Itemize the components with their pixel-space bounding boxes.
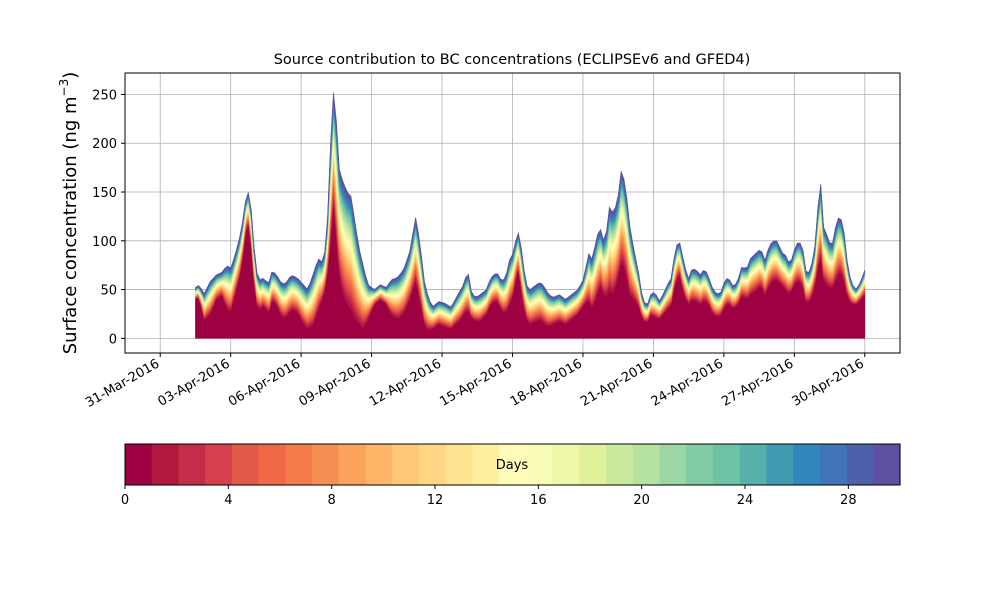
colorbar-cell (793, 444, 821, 485)
colorbar-cell (312, 444, 340, 485)
colorbar-cell (125, 444, 153, 485)
colorbar-cell (418, 444, 447, 485)
colorbar-cell (659, 444, 687, 485)
area-band (195, 92, 866, 309)
colorbar-cell (472, 444, 500, 485)
colorbar-ticks: 0 4 8 12 16 20 24 28 (121, 485, 857, 508)
y-axis: 0 50 100 150 200 250 (92, 88, 125, 347)
colorbar-cell (846, 444, 874, 485)
colorbar-tick-label: 20 (633, 493, 650, 508)
y-tick-label: 50 (100, 284, 117, 299)
colorbar-cell (285, 444, 313, 485)
y-tick-label: 200 (92, 137, 117, 152)
y-axis-label-close: ) (60, 72, 81, 79)
colorbar-cell (606, 444, 634, 485)
colorbar: Days 0 4 8 12 16 20 24 28 (121, 443, 901, 508)
colorbar-cell (579, 444, 607, 485)
colorbar-tick-label: 8 (328, 493, 336, 508)
y-tick-label: 0 (109, 332, 117, 347)
colorbar-cell (712, 444, 741, 485)
colorbar-cell (365, 444, 393, 485)
colorbar-cell (231, 444, 260, 485)
colorbar-cell (686, 444, 714, 485)
y-axis-label-superscript: −3 (57, 79, 71, 97)
colorbar-cell (819, 444, 848, 485)
y-axis-label: Surface concentration (ng m−3) (57, 72, 81, 355)
colorbar-cell (151, 444, 180, 485)
colorbar-tick-label: 28 (840, 493, 857, 508)
y-tick-label: 250 (92, 88, 117, 103)
y-axis-label-text: Surface concentration (ng m (60, 96, 81, 354)
colorbar-cell (499, 444, 527, 485)
colorbar-label: Days (496, 458, 529, 473)
colorbar-cell (445, 444, 474, 485)
colorbar-cell (338, 444, 367, 485)
colorbar-cells (125, 444, 901, 485)
colorbar-tick-label: 16 (530, 493, 547, 508)
colorbar-frame (124, 443, 901, 486)
colorbar-cell (205, 444, 233, 485)
chart-title: Source contribution to BC concentrations… (274, 52, 751, 68)
stacked-area-bands (195, 92, 866, 339)
colorbar-cell (632, 444, 661, 485)
colorbar-cell (739, 444, 767, 485)
colorbar-cell (178, 444, 206, 485)
colorbar-tick-label: 12 (427, 493, 444, 508)
colorbar-cell (525, 444, 554, 485)
colorbar-tick-label: 4 (224, 493, 232, 508)
colorbar-tick-label: 24 (737, 493, 754, 508)
colorbar-cell (258, 444, 286, 485)
colorbar-tick-label: 0 (121, 493, 129, 508)
y-tick-label: 100 (92, 235, 117, 250)
colorbar-cell (766, 444, 794, 485)
y-tick-label: 150 (92, 186, 117, 201)
colorbar-cell (392, 444, 420, 485)
colorbar-cell (552, 444, 580, 485)
colorbar-cell (873, 444, 901, 485)
